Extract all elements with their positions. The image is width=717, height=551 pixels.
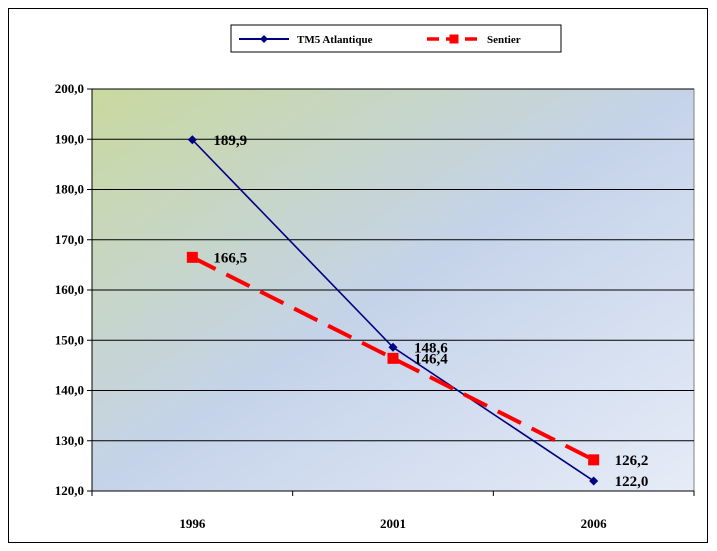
y-axis: 120,0 130,0 140,0 150,0 160,0 170,0 180,0 190,0… — [55, 81, 93, 498]
data-label: 146,4 — [414, 351, 448, 367]
data-point-marker — [589, 476, 599, 486]
y-tick-label: 140,0 — [55, 383, 84, 398]
x-axis: 1996 2001 2006 — [91, 490, 695, 531]
x-tick-label: 2006 — [581, 516, 608, 531]
y-tick-label: 160,0 — [55, 282, 84, 297]
gridlines — [92, 88, 694, 442]
y-tick-label: 200,0 — [55, 81, 84, 96]
data-point-marker — [588, 454, 600, 466]
data-point-marker — [387, 352, 399, 364]
data-label: 148,6 — [414, 340, 448, 356]
data-label: 166,5 — [213, 250, 247, 266]
legend-marker-tm5 — [260, 35, 268, 43]
legend-label-sentier: Sentier — [487, 34, 521, 46]
y-tick-label: 130,0 — [55, 433, 84, 448]
chart-frame: TM5 Atlantique Sentier 120,0 130,0 140,0 15… — [8, 8, 708, 543]
data-point-marker — [187, 135, 197, 145]
data-point-marker — [186, 251, 198, 263]
y-tick-label: 190,0 — [55, 131, 84, 146]
y-tick-label: 170,0 — [55, 232, 84, 247]
x-tick-label: 1996 — [179, 516, 206, 531]
data-point-marker — [388, 342, 398, 352]
line-chart: TM5 Atlantique Sentier 120,0 130,0 140,0 15… — [55, 24, 695, 531]
data-label: 126,2 — [615, 453, 649, 469]
data-label: 122,0 — [615, 474, 649, 490]
y-tick-label: 180,0 — [55, 182, 84, 197]
legend-marker-sentier — [449, 34, 459, 44]
x-tick-label: 2001 — [380, 516, 406, 531]
legend: TM5 Atlantique Sentier — [230, 24, 562, 53]
y-tick-label: 120,0 — [55, 483, 84, 498]
series-markers — [186, 135, 600, 486]
data-labels: 189,9 148,6 122,0 166,5 146,4 126,2 — [213, 133, 648, 490]
data-label: 189,9 — [213, 133, 247, 149]
y-tick-label: 150,0 — [55, 332, 84, 347]
legend-label-tm5: TM5 Atlantique — [297, 34, 373, 46]
